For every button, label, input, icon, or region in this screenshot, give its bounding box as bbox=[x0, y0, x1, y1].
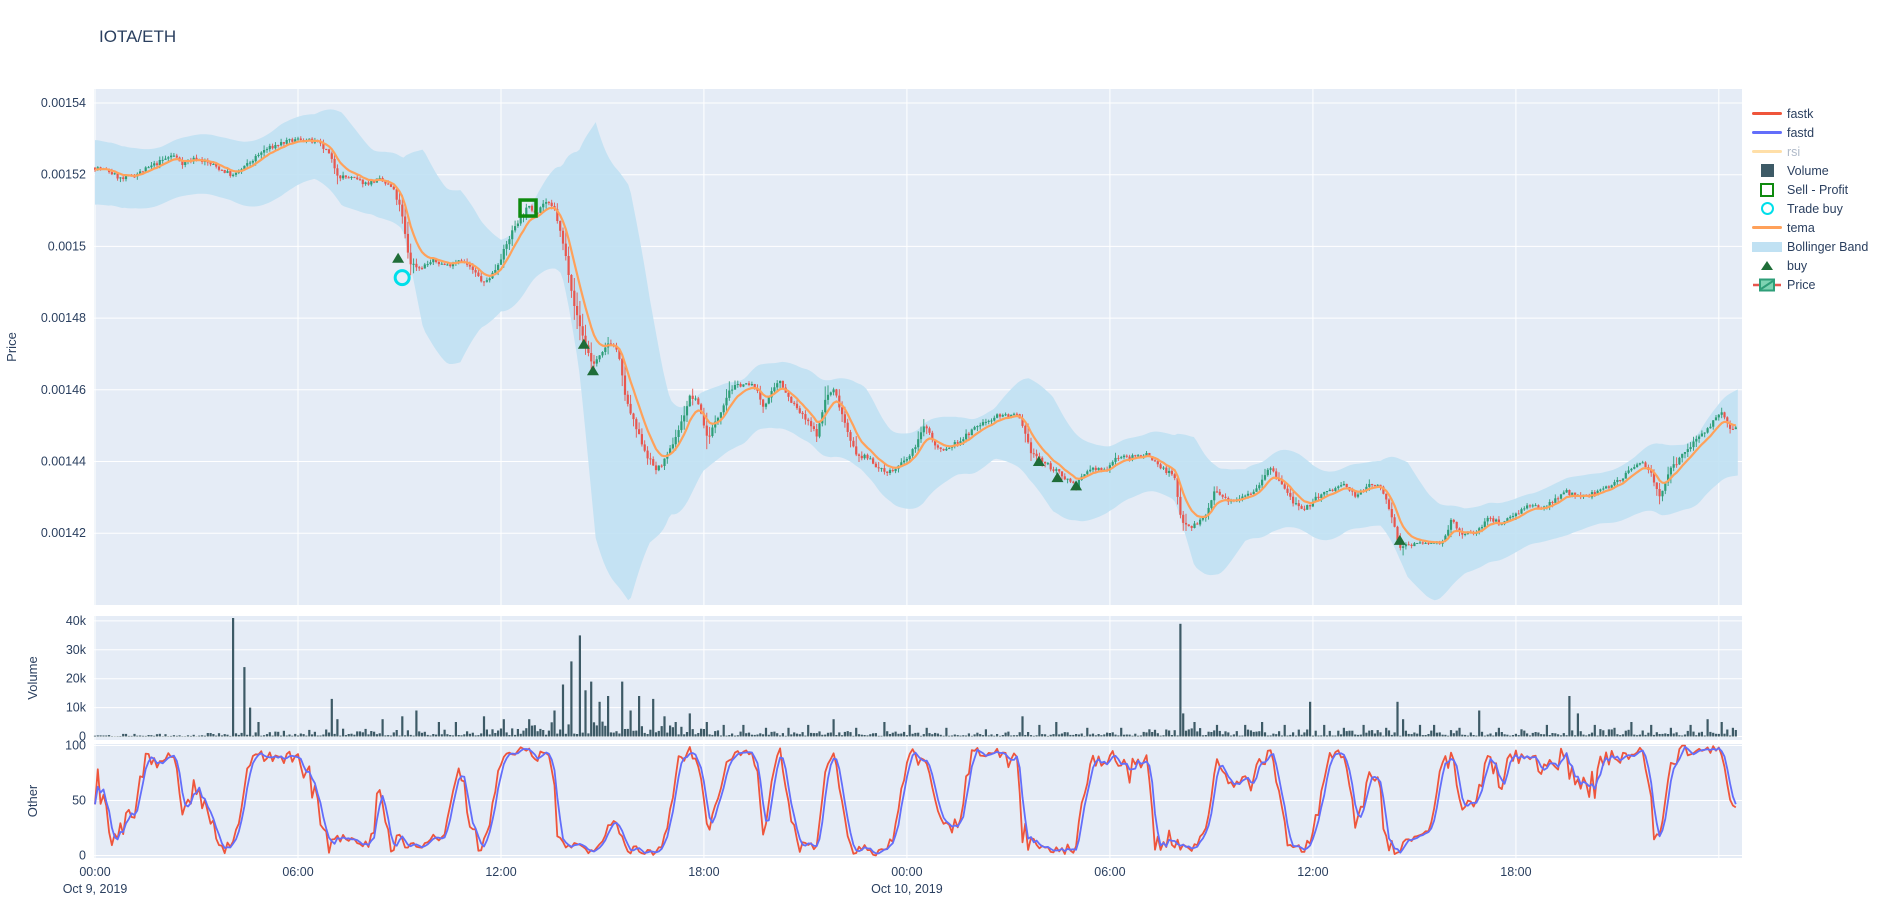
svg-text:06:00: 06:00 bbox=[282, 865, 313, 879]
tema-line bbox=[94, 139, 1737, 544]
triangle-swatch-icon bbox=[1752, 261, 1782, 270]
legend-item-label: buy bbox=[1787, 258, 1808, 273]
legend-item-label: tema bbox=[1787, 220, 1815, 235]
svg-text:Other: Other bbox=[25, 784, 40, 817]
volume-panel-bg bbox=[94, 616, 1742, 740]
legend-item-rsi[interactable]: rsi bbox=[1752, 142, 1868, 161]
svg-text:100: 100 bbox=[65, 739, 86, 753]
legend-item-price[interactable]: Price bbox=[1752, 275, 1868, 294]
svg-text:06:00: 06:00 bbox=[1094, 865, 1125, 879]
svg-text:18:00: 18:00 bbox=[1500, 865, 1531, 879]
svg-text:0.00152: 0.00152 bbox=[41, 168, 86, 182]
legend-item-trade-buy[interactable]: Trade buy bbox=[1752, 199, 1868, 218]
svg-text:0.00154: 0.00154 bbox=[41, 96, 86, 110]
svg-text:Oct 10, 2019: Oct 10, 2019 bbox=[871, 882, 943, 896]
fastk-line bbox=[94, 744, 1737, 857]
legend-item-label: Bollinger Band bbox=[1787, 239, 1869, 254]
legend-item-fastd[interactable]: fastd bbox=[1752, 123, 1868, 142]
legend-item-bollinger-band[interactable]: Bollinger Band bbox=[1752, 237, 1868, 256]
svg-text:18:00: 18:00 bbox=[688, 865, 719, 879]
fastd-line bbox=[94, 745, 1737, 855]
svg-text:00:00: 00:00 bbox=[79, 865, 110, 879]
legend-item-label: Volume bbox=[1787, 163, 1829, 178]
line-swatch-icon bbox=[1752, 150, 1782, 153]
svg-text:Oct 9, 2019: Oct 9, 2019 bbox=[63, 882, 128, 896]
svg-text:0.00148: 0.00148 bbox=[41, 311, 86, 325]
legend: fastk fastd rsi Volume Sell - Profit Trade bu… bbox=[1752, 104, 1868, 294]
line-swatch-icon bbox=[1752, 226, 1782, 229]
legend-item-sell-profit[interactable]: Sell - Profit bbox=[1752, 180, 1868, 199]
square-swatch-icon bbox=[1752, 164, 1782, 177]
axis-labels: 0.00154 0.00152 0.0015 0.00148 0.00146 0.0014… bbox=[4, 96, 1532, 896]
svg-text:40k: 40k bbox=[66, 614, 87, 628]
volume-bars bbox=[93, 618, 1737, 737]
svg-text:0.00142: 0.00142 bbox=[41, 526, 86, 540]
svg-text:Price: Price bbox=[4, 332, 19, 362]
bollinger-band bbox=[95, 109, 1738, 601]
svg-text:50: 50 bbox=[72, 794, 86, 808]
open-circle-swatch-icon bbox=[1752, 202, 1782, 215]
legend-item-label: Price bbox=[1787, 277, 1816, 292]
legend-item-buy[interactable]: buy bbox=[1752, 256, 1868, 275]
svg-text:10k: 10k bbox=[66, 701, 87, 715]
open-square-swatch-icon bbox=[1752, 182, 1782, 197]
svg-text:20k: 20k bbox=[66, 672, 87, 686]
svg-text:12:00: 12:00 bbox=[1297, 865, 1328, 879]
legend-item-label: fastk bbox=[1787, 106, 1814, 121]
legend-item-label: Sell - Profit bbox=[1787, 182, 1849, 197]
svg-text:12:00: 12:00 bbox=[485, 865, 516, 879]
band-swatch-icon bbox=[1752, 241, 1782, 252]
legend-item-volume[interactable]: Volume bbox=[1752, 161, 1868, 180]
svg-text:0: 0 bbox=[79, 730, 86, 744]
svg-text:0: 0 bbox=[79, 849, 86, 863]
svg-text:30k: 30k bbox=[66, 643, 87, 657]
legend-item-label: Trade buy bbox=[1787, 201, 1843, 216]
legend-item-fastk[interactable]: fastk bbox=[1752, 104, 1868, 123]
candle-swatch-icon bbox=[1752, 277, 1782, 293]
svg-text:Volume: Volume bbox=[25, 656, 40, 699]
line-swatch-icon bbox=[1752, 131, 1782, 134]
legend-item-label: fastd bbox=[1787, 125, 1815, 140]
line-swatch-icon bbox=[1752, 112, 1782, 115]
legend-item-label: rsi bbox=[1787, 144, 1801, 159]
legend-item-tema[interactable]: tema bbox=[1752, 218, 1868, 237]
svg-text:0.0015: 0.0015 bbox=[48, 239, 86, 253]
svg-text:00:00: 00:00 bbox=[891, 865, 922, 879]
svg-text:0.00144: 0.00144 bbox=[41, 455, 86, 469]
trade-markers bbox=[392, 198, 1406, 545]
svg-text:0.00146: 0.00146 bbox=[41, 383, 86, 397]
page-title: IOTA/ETH bbox=[99, 27, 177, 46]
